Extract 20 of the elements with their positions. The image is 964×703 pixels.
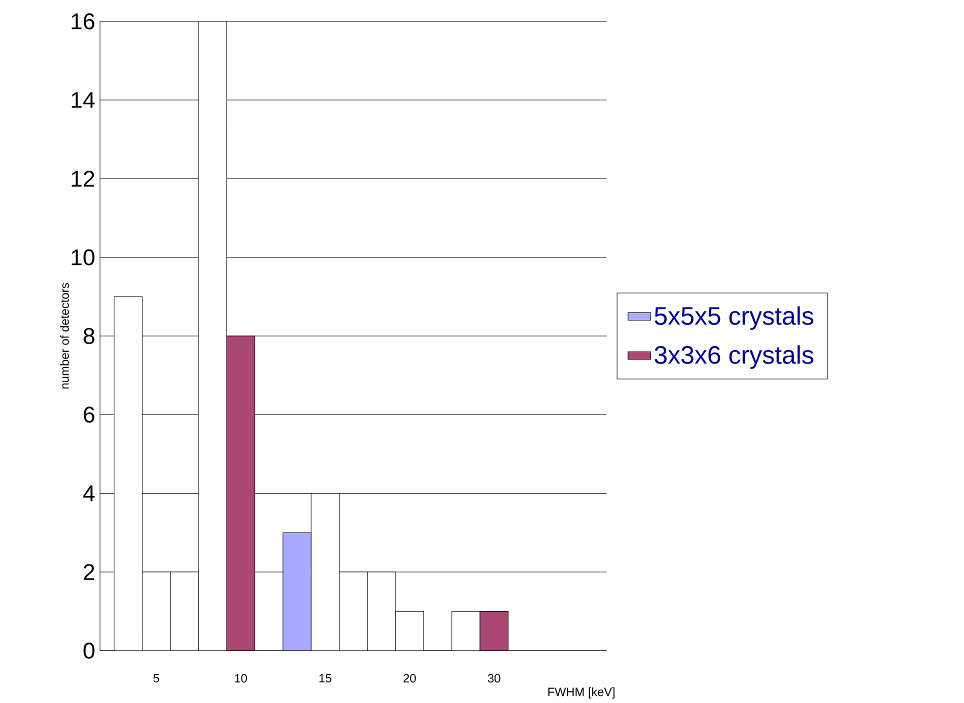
y-tick-label: 4 [83,486,95,502]
x-tick-label: 20 [404,674,416,683]
y-axis-title: number of detectors [60,283,69,389]
x-tick-label: 15 [319,674,332,682]
legend-label: 5x5x5 crystals [654,306,814,330]
x-tick-label: 5 [153,674,160,682]
y-tick-label: 14 [72,92,95,108]
x-tick-label: 10 [234,674,247,683]
y-tick-label: 16 [72,13,94,30]
y-tick-label: 8 [84,328,94,344]
y-tick-label: 2 [84,564,94,580]
legend-label: 3x3x6 crystals [654,345,814,369]
y-tick-label: 6 [84,406,94,423]
bar [480,611,508,651]
bar [226,336,256,651]
x-tick-label: 30 [488,674,500,683]
y-tick-label: 0 [84,642,94,659]
x-axis-title: FWHM [keV] [548,687,614,699]
y-tick-label: 10 [72,249,94,266]
y-tick-label: 12 [72,170,94,187]
